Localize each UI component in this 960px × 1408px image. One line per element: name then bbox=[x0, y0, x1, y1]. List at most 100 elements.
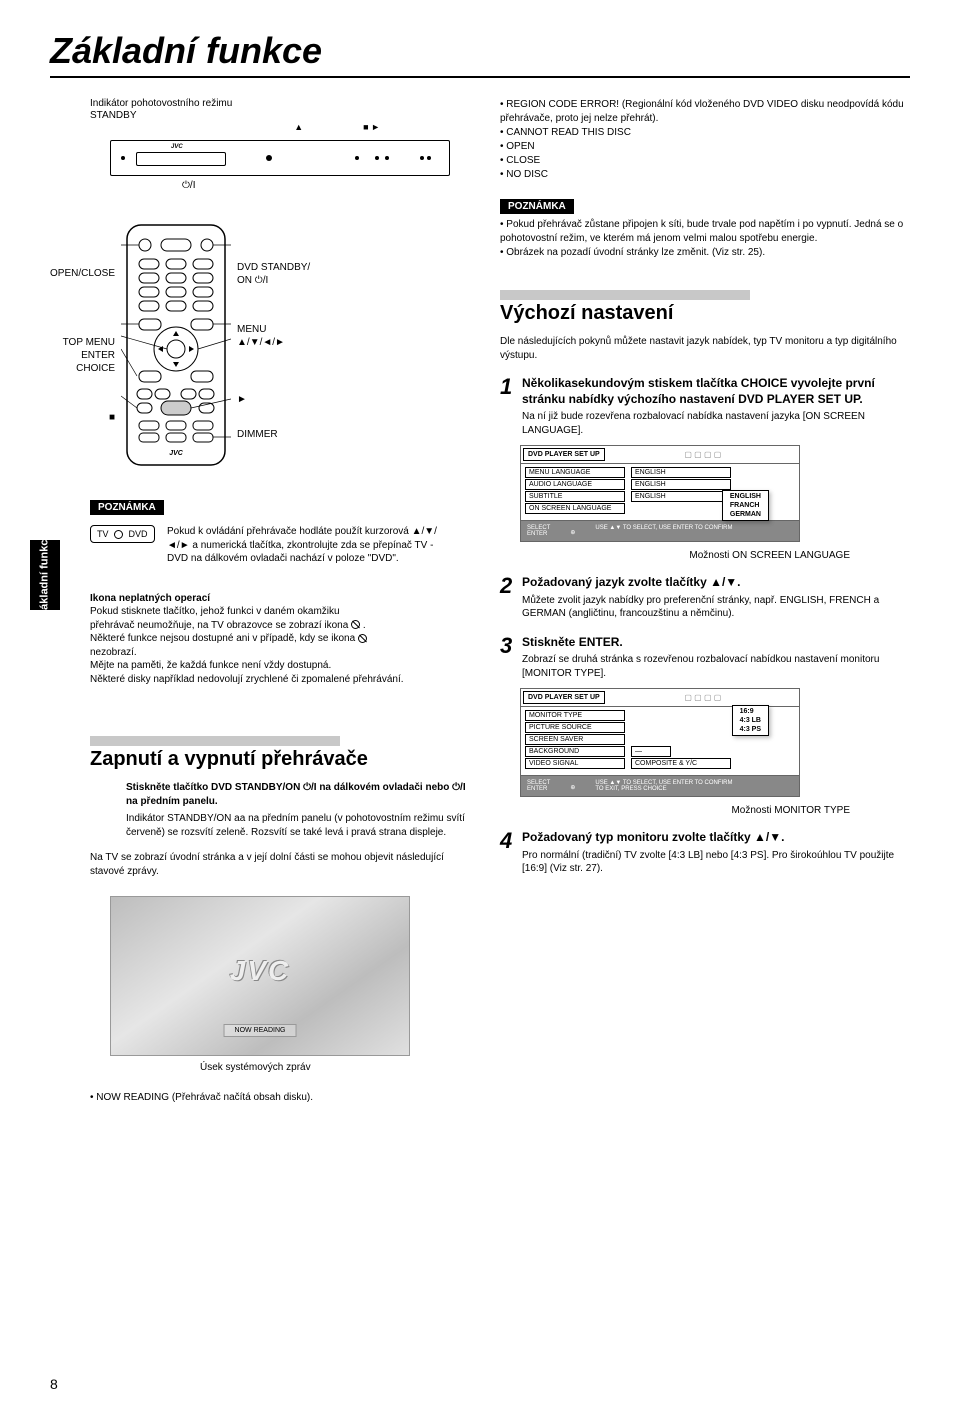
zap-bold: Stiskněte tlačítko DVD STANDBY/ON ⏻/I na… bbox=[126, 782, 466, 807]
invalid-ops-l5: Mějte na paměti, že každá funkce není vž… bbox=[90, 660, 331, 671]
zap-p2: Na TV se zobrazí úvodní stránka a v její… bbox=[90, 851, 470, 878]
osd1-r3-k: ON SCREEN LANGUAGE bbox=[525, 503, 625, 514]
disc-tray bbox=[136, 152, 226, 166]
osd2-title: DVD PLAYER SET UP bbox=[523, 691, 605, 704]
dvd-label: DVD bbox=[129, 529, 148, 539]
step-3-title: Stiskněte ENTER. bbox=[522, 635, 910, 651]
device-front-diagram: JVC bbox=[110, 140, 450, 176]
osd2-caption: Možnosti MONITOR TYPE bbox=[500, 805, 850, 816]
note-badge-2: POZNÁMKA bbox=[500, 199, 574, 214]
invalid-ops-title: Ikona neplatných operací bbox=[90, 593, 210, 604]
osd1-caption: Možnosti ON SCREEN LANGUAGE bbox=[500, 550, 850, 561]
now-reading-bullet: NOW READING (Přehrávač načítá obsah disk… bbox=[96, 1092, 313, 1103]
page-number: 8 bbox=[50, 1376, 58, 1392]
step-4-title: Požadovaný typ monitoru zvolte tlačítky … bbox=[522, 830, 910, 846]
osd2-r0-k: MONITOR TYPE bbox=[525, 710, 625, 721]
jvc-logo: JVC bbox=[111, 955, 409, 987]
osd-monitor-menu: DVD PLAYER SET UP ▢ ▢ ▢ ▢ MONITOR TYPE P… bbox=[520, 688, 800, 797]
step-1-desc: Na ní již bude rozevřena rozbalovací nab… bbox=[522, 410, 910, 437]
svg-text:JVC: JVC bbox=[169, 450, 184, 457]
now-reading-bar: NOW READING bbox=[224, 1024, 297, 1037]
osd2-dropdown: 16:9 4:3 LB 4:3 PS bbox=[732, 705, 769, 736]
err-b4: CLOSE bbox=[500, 154, 910, 168]
jvc-brand-label: JVC bbox=[171, 144, 183, 150]
dimmer-label: DIMMER bbox=[237, 428, 310, 441]
osd1-dd-1: FRANCH bbox=[724, 501, 767, 510]
prohibit-icon bbox=[351, 620, 360, 629]
tv-dvd-switch: TV DVD bbox=[90, 525, 155, 543]
side-tab: Základní funkce bbox=[30, 540, 60, 610]
jvc-splash-screen: JVC NOW READING bbox=[110, 896, 410, 1056]
err-b5: NO DISC bbox=[500, 168, 910, 182]
arrows-label: ▲/▼/◄/► bbox=[237, 336, 310, 349]
osd2-dd-1: 4:3 LB bbox=[734, 716, 767, 725]
choice-label: CHOICE bbox=[50, 362, 115, 375]
step-3-num: 3 bbox=[500, 635, 522, 657]
osd1-dd-0: ENGLISH bbox=[724, 492, 767, 501]
osd1-footer-b: ENTER bbox=[527, 531, 547, 537]
osd1-r2-k: SUBTITLE bbox=[525, 491, 625, 502]
side-tab-label: Základní funkce bbox=[39, 533, 51, 616]
osd-language-menu: DVD PLAYER SET UP ▢ ▢ ▢ ▢ MENU LANGUAGE E… bbox=[520, 445, 800, 542]
invalid-ops-l3a: Některé funkce nejsou dostupné ani v pří… bbox=[90, 633, 358, 644]
osd2-footer-b: ENTER bbox=[527, 786, 547, 792]
step-4-desc: Pro normální (tradiční) TV zvolte [4:3 L… bbox=[522, 849, 910, 876]
zap-p1: Indikátor STANDBY/ON aa na předním panel… bbox=[126, 812, 470, 839]
menu-label: MENU bbox=[237, 323, 310, 336]
vychozi-p: Dle následujících pokynů můžete nastavit… bbox=[500, 335, 910, 362]
osd2-r4-v: COMPOSITE & Y/C bbox=[631, 758, 731, 769]
osd1-footer-c: USE ▲▼ TO SELECT, USE ENTER TO CONFIRM bbox=[595, 525, 732, 537]
screen-caption: Úsek systémových zpráv bbox=[200, 1062, 470, 1073]
osd2-r4-k: VIDEO SIGNAL bbox=[525, 758, 625, 769]
osd1-dd-2: GERMAN bbox=[724, 510, 767, 519]
osd1-r2-v: ENGLISH bbox=[631, 491, 731, 502]
osd2-footer-d: TO EXIT, PRESS CHOICE bbox=[595, 786, 666, 792]
osd1-r1-k: AUDIO LANGUAGE bbox=[525, 479, 625, 490]
prohibit-icon bbox=[358, 634, 367, 643]
switch-knob bbox=[114, 530, 123, 539]
step-2-desc: Můžete zvolit jazyk nabídky pro preferen… bbox=[522, 594, 910, 621]
osd2-r2-k: SCREEN SAVER bbox=[525, 734, 625, 745]
enter-label: ENTER bbox=[50, 349, 115, 362]
invalid-ops-l6: Některé disky například nedovolují zrych… bbox=[90, 674, 404, 685]
err-b2: CANNOT READ THIS DISC bbox=[500, 126, 910, 140]
standby-indicator-label: Indikátor pohotovostního režimu STANDBY bbox=[90, 98, 240, 122]
err-b3: OPEN bbox=[500, 140, 910, 154]
dvd-standby-label: DVD STANDBY/ ON ⏻/I bbox=[237, 261, 310, 287]
step-1-title: Několikasekundovým stiskem tlačítka CHOI… bbox=[522, 376, 910, 407]
err-b1: REGION CODE ERROR! (Regionální kód vlože… bbox=[500, 98, 910, 126]
open-close-label: OPEN/CLOSE bbox=[50, 267, 115, 280]
osd1-r1-v: ENGLISH bbox=[631, 479, 731, 490]
note-2: Obrázek na pozadí úvodní stránky lze změ… bbox=[500, 246, 910, 260]
vychozi-title: Výchozí nastavení bbox=[500, 302, 910, 325]
step-2-num: 2 bbox=[500, 575, 522, 597]
osd2-dd-0: 16:9 bbox=[734, 707, 767, 716]
zap-title: Zapnutí a vypnutí přehrávače bbox=[90, 748, 470, 771]
step-3-desc: Zobrazí se druhá stránka s rozevřenou ro… bbox=[522, 653, 910, 680]
step-1-num: 1 bbox=[500, 376, 522, 398]
top-menu-label: TOP MENU bbox=[50, 336, 115, 349]
note-badge: POZNÁMKA bbox=[90, 500, 164, 515]
osd1-r0-v: ENGLISH bbox=[631, 467, 731, 478]
osd1-tab-icons: ▢ ▢ ▢ ▢ bbox=[607, 446, 799, 463]
invalid-ops-l1: Pokud stisknete tlačítko, jehož funkci v… bbox=[90, 606, 340, 617]
osd2-r1-k: PICTURE SOURCE bbox=[525, 722, 625, 733]
remote-control-diagram: JVC bbox=[121, 221, 231, 471]
tv-label: TV bbox=[97, 529, 109, 539]
osd1-dropdown: ENGLISH FRANCH GERMAN bbox=[722, 490, 769, 521]
invalid-ops-l4: nezobrazí. bbox=[90, 647, 137, 658]
page-title: Základní funkce bbox=[50, 30, 910, 78]
osd1-r0-k: MENU LANGUAGE bbox=[525, 467, 625, 478]
step-2-title: Požadovaný jazyk zvolte tlačítky ▲/▼. bbox=[522, 575, 910, 591]
osd2-dd-2: 4:3 PS bbox=[734, 725, 767, 734]
osd1-title: DVD PLAYER SET UP bbox=[523, 448, 605, 461]
eject-icon: ▲ bbox=[294, 122, 303, 132]
play-icon: ► bbox=[237, 393, 310, 406]
step-4-num: 4 bbox=[500, 830, 522, 852]
power-label: ⏻/I bbox=[182, 180, 470, 191]
stop-icon: ■ bbox=[50, 411, 115, 424]
switch-note-text: Pokud k ovládání přehrávače hodláte použ… bbox=[167, 525, 447, 566]
invalid-ops-l2b: . bbox=[363, 620, 366, 631]
invalid-ops-l2a: přehrávač neumožňuje, na TV obrazovce se… bbox=[90, 620, 351, 631]
note-1: Pokud přehrávač zůstane připojen k síti,… bbox=[500, 218, 910, 246]
